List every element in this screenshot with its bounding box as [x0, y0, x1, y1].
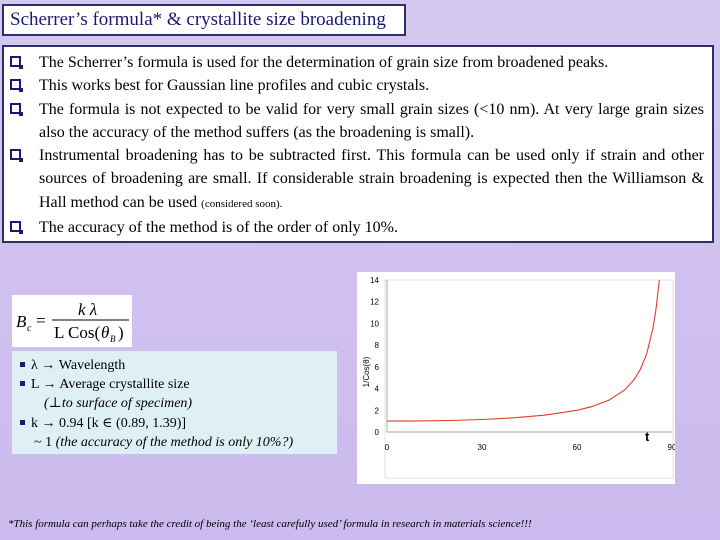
bullet-item: The accuracy of the method is of the ord… [10, 216, 704, 239]
formula-svg: B c = k λ L Cos( θ B ) [16, 300, 129, 344]
bullet-small-note: (considered soon). [201, 197, 283, 210]
y-tick-label: 10 [370, 319, 379, 328]
note-text: λ → Wavelength [31, 358, 126, 373]
formula-den-sub: B [110, 334, 116, 344]
note-text: ~ 1 [34, 434, 56, 450]
formula-lhs: B [16, 312, 27, 331]
formula-equals: = [36, 311, 46, 330]
variable-notes: λ → Wavelength L → Average crystallite s… [12, 351, 337, 454]
checkbox-bullet-icon [10, 56, 23, 69]
note-line: (⊥to surface of specimen) [18, 394, 331, 413]
square-bullet-icon [20, 419, 25, 425]
checkbox-bullet-icon [10, 102, 23, 116]
x-tick-label: 30 [478, 443, 487, 452]
square-bullet-icon [20, 381, 25, 387]
checkbox-bullet-icon [10, 221, 23, 235]
checkbox-bullet-icon [10, 149, 23, 163]
note-text: (⊥to surface of specimen) [44, 396, 193, 412]
x-tick-label: 60 [573, 443, 582, 452]
note-line: k → 0.94 [k ∈ (0.89, 1.39)] [18, 414, 331, 433]
note-line: ~ 1 (the accuracy of the method is only … [18, 433, 331, 452]
bullet-item: The Scherrer’s formula is used for the d… [10, 51, 704, 74]
bullet-item: The formula is not expected to be valid … [10, 98, 704, 145]
square-bullet-icon [20, 362, 25, 368]
bullet-list: The Scherrer’s formula is used for the d… [10, 51, 704, 239]
chart-svg: 1/Cos(θ) t 0 2 4 6 8 10 12 14 0 30 60 90 [362, 276, 677, 479]
bullet-panel: The Scherrer’s formula is used for the d… [2, 45, 714, 243]
inverse-cosine-chart: 1/Cos(θ) t 0 2 4 6 8 10 12 14 0 30 60 90 [357, 272, 677, 484]
y-tick-label: 14 [370, 276, 379, 285]
tick-labels-group: 0 2 4 6 8 10 12 14 0 30 60 90 [370, 276, 677, 452]
bullet-text: The accuracy of the method is of the ord… [39, 219, 398, 237]
y-tick-label: 4 [375, 385, 380, 394]
note-text-italic: (the accuracy of the method is only 10%?… [55, 434, 294, 450]
series-group [386, 279, 660, 422]
footnote: *This formula can perhaps take the credi… [8, 518, 532, 530]
series-line [386, 279, 660, 422]
scherrer-formula: B c = k λ L Cos( θ B ) [12, 295, 132, 347]
y-tick-label: 8 [375, 341, 380, 350]
x-tick-label: 90 [668, 443, 675, 452]
formula-lhs-sub: c [27, 323, 32, 334]
note-text: k → 0.94 [k ∈ (0.89, 1.39)] [31, 415, 187, 431]
bullet-item: Instrumental broadening has to be subtra… [10, 144, 704, 216]
bullet-item: This works best for Gaussian line profil… [10, 74, 704, 97]
slide-title: Scherrer’s formula* & crystallite size b… [2, 4, 406, 36]
y-tick-label: 2 [375, 406, 380, 415]
bullet-text: The formula is not expected to be valid … [39, 100, 704, 141]
y-axis-label: 1/Cos(θ) [362, 356, 371, 387]
slide-title-text: Scherrer’s formula* & crystallite size b… [10, 9, 386, 30]
y-tick-label: 0 [375, 428, 380, 437]
formula-den-theta: θ [101, 323, 109, 342]
x-axis-label: t [645, 429, 650, 444]
y-tick-label: 12 [370, 298, 379, 307]
bullet-text: This works best for Gaussian line profil… [39, 77, 430, 95]
bullet-text: Instrumental broadening has to be subtra… [39, 147, 704, 211]
formula-den-b: ) [118, 323, 124, 342]
note-line: λ → Wavelength [18, 356, 331, 375]
note-line: L → Average crystallite size [18, 375, 331, 394]
y-tick-label: 6 [375, 363, 380, 372]
checkbox-bullet-icon [10, 79, 23, 93]
note-text: L → Average crystallite size [31, 377, 190, 393]
formula-numerator: k λ [78, 300, 97, 319]
bullet-text: The Scherrer’s formula is used for the d… [39, 54, 609, 71]
plot-area-frame [384, 279, 674, 479]
x-tick-label: 0 [385, 443, 390, 452]
axes-group [386, 280, 672, 433]
formula-den-a: L Cos( [54, 323, 100, 342]
